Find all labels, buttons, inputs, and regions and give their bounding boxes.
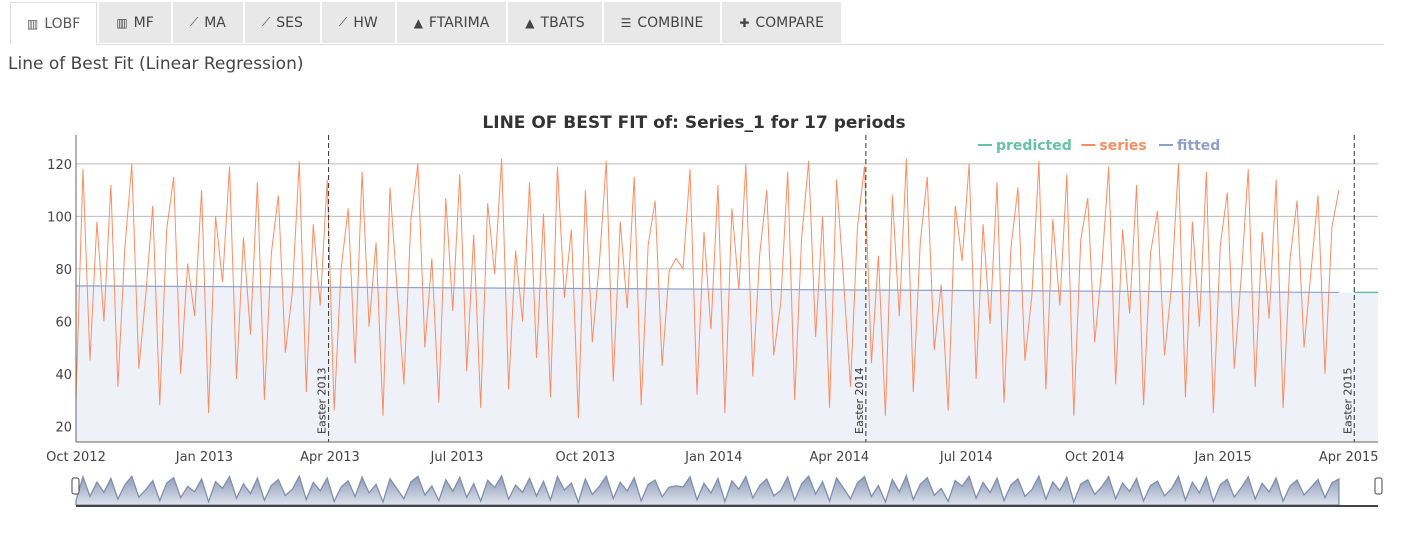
x-tick-label: Oct 2012: [46, 450, 106, 465]
page-subtitle: Line of Best Fit (Linear Regression): [8, 54, 304, 74]
model-tabs: ▥ LOBF ▥ MF ⟋ MA ⟋ SES ⟋ HW ▲ FTARIMA ▲ TBATS ☰ COMBINE…: [10, 2, 1384, 45]
x-tick-label: Oct 2014: [1065, 450, 1125, 465]
range-slider-preview: [75, 473, 1340, 506]
tab-ma[interactable]: ⟋ MA: [172, 2, 243, 43]
line-chart-icon: ⟋: [261, 15, 271, 29]
y-tick-label: 40: [55, 368, 72, 383]
legend-item: series: [1099, 138, 1146, 154]
y-tick-label: 120: [47, 158, 72, 173]
y-tick-label: 80: [55, 263, 72, 278]
tab-mf[interactable]: ▥ MF: [99, 2, 171, 43]
tab-label: FTARIMA: [428, 14, 490, 31]
legend-item: predicted: [996, 138, 1072, 154]
tab-label: TBATS: [540, 14, 585, 31]
tab-lobf[interactable]: ▥ LOBF: [10, 2, 98, 45]
tab-label: LOBF: [44, 15, 81, 32]
area-chart-icon: ▲: [525, 15, 535, 30]
tab-label: HW: [353, 14, 378, 31]
range-handle-right[interactable]: [1374, 477, 1383, 495]
y-tick-label: 60: [55, 315, 72, 330]
event-label: Easter 2014: [853, 367, 866, 434]
x-tick-label: Apr 2015: [1319, 450, 1379, 465]
x-tick-label: Jul 2014: [939, 450, 993, 465]
x-tick-label: Jul 2013: [430, 450, 484, 465]
series-line: [75, 158, 1340, 419]
tab-label: MA: [204, 14, 226, 31]
x-tick-label: Apr 2013: [300, 450, 360, 465]
tab-ftarima[interactable]: ▲ FTARIMA: [396, 2, 507, 43]
x-tick-label: Apr 2014: [809, 450, 869, 465]
x-tick-label: Oct 2013: [556, 450, 616, 465]
tab-tbats[interactable]: ▲ TBATS: [508, 2, 602, 43]
tab-compare[interactable]: ✚ COMPARE: [722, 2, 841, 43]
tab-label: MF: [133, 14, 154, 31]
bar-chart-icon: ▥: [116, 15, 128, 30]
tab-label: SES: [276, 14, 303, 31]
area-chart-icon: ▲: [413, 15, 423, 30]
tab-hw[interactable]: ⟋ HW: [321, 2, 395, 43]
range-handle-left[interactable]: [71, 477, 80, 495]
sliders-icon: ☰: [620, 15, 632, 30]
fitted-line: [75, 285, 1339, 294]
tab-ses[interactable]: ⟋ SES: [244, 2, 320, 43]
puzzle-icon: ✚: [739, 15, 750, 30]
legend-item: fitted: [1177, 138, 1220, 154]
x-tick-label: Jan 2015: [1193, 450, 1251, 465]
range-slider[interactable]: [71, 473, 1383, 507]
x-tick-label: Jan 2013: [175, 450, 233, 465]
chart-title: LINE OF BEST FIT of: Series_1 for 17 per…: [482, 113, 905, 133]
y-tick-label: 20: [55, 420, 72, 435]
x-tick-label: Jan 2014: [684, 450, 742, 465]
tab-label: COMPARE: [755, 14, 824, 31]
line-chart-icon: ⟋: [189, 15, 199, 29]
bar-chart-icon: ▥: [27, 16, 39, 31]
line-chart-icon: ⟋: [338, 15, 348, 29]
tab-combine[interactable]: ☰ COMBINE: [603, 2, 721, 43]
y-tick-label: 100: [47, 210, 72, 225]
tab-label: COMBINE: [637, 14, 704, 31]
event-label: Easter 2013: [316, 367, 329, 434]
event-label: Easter 2015: [1341, 367, 1354, 434]
